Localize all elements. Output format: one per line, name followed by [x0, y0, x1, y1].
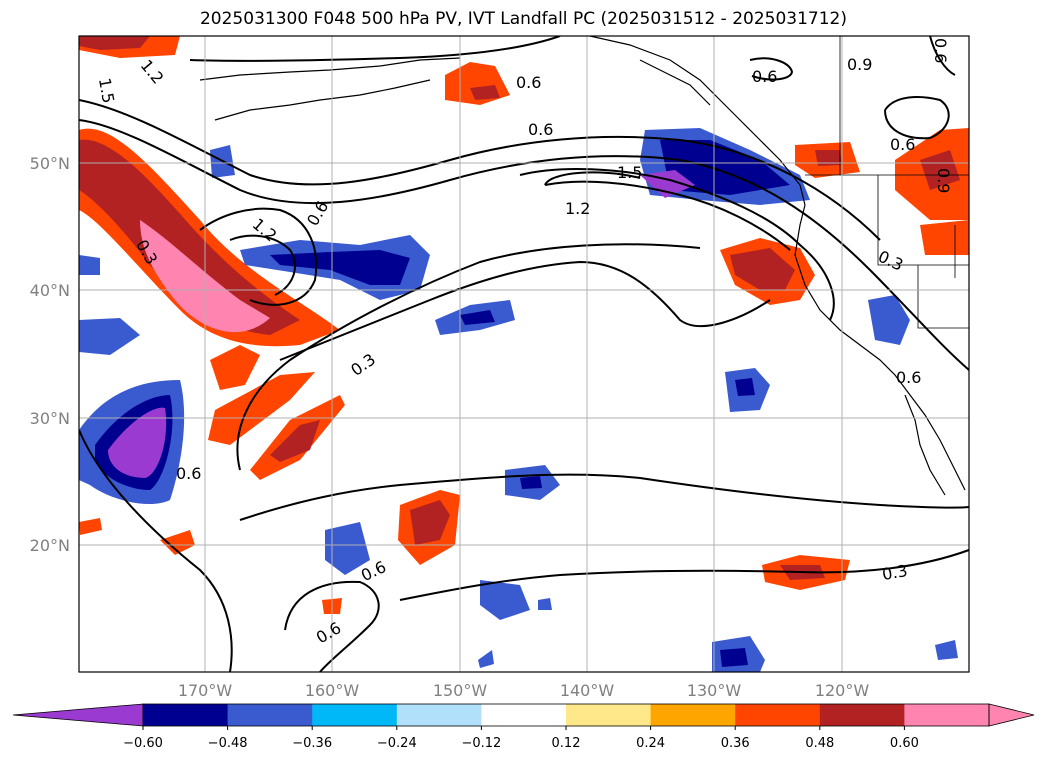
state-borders: [805, 36, 969, 329]
contour-label-j: 1.5: [617, 163, 642, 182]
colorbar-ticks: −0.60 −0.48 −0.36 −0.24 −0.12 0.12 0.24 0.36 0.4…: [123, 726, 919, 751]
contour-label-b: 1.2: [137, 56, 168, 88]
contour-label-k: 0.9: [934, 168, 953, 193]
lon-label-160w: 160°W: [305, 681, 360, 700]
colorbar-tick-label: −0.60: [123, 736, 163, 751]
lat-label-50n: 50°N: [30, 154, 70, 173]
longitude-labels: 170°W 160°W 150°W 140°W 130°W 120°W: [178, 681, 870, 700]
lat-label-40n: 40°N: [30, 281, 70, 300]
contour-label-h: 0.6: [890, 135, 915, 154]
colorbar-tick-label: 0.24: [636, 736, 665, 751]
contour-label-a: 1.5: [95, 76, 118, 104]
colorbar-extend-max: [988, 703, 1035, 727]
colorbar-segment: [904, 704, 990, 726]
colorbar-segment: [819, 704, 905, 726]
contour-label-t: 0.6: [313, 618, 345, 647]
colorbar-segment: [227, 704, 313, 726]
contour-label-i: 1.2: [565, 199, 590, 218]
map-title: 2025031300 F048 500 hPa PV, IVT Landfall…: [199, 9, 847, 29]
colorbar-tick-label: 0.12: [552, 736, 581, 751]
contour-label-q: 0.3: [875, 247, 906, 275]
colorbar-segment: [312, 704, 398, 726]
colorbar: −0.60 −0.48 −0.36 −0.24 −0.12 0.12 0.24 0.36 0.4…: [12, 703, 1035, 751]
coastlines: [199, 36, 966, 496]
colorbar-segment: [566, 704, 652, 726]
map-frame: [78, 35, 970, 673]
colorbar-tick-label: −0.48: [208, 736, 248, 751]
lon-label-170w: 170°W: [178, 681, 233, 700]
contour-label-g: 0.6: [931, 38, 950, 63]
contour-label-f: 0.9: [847, 55, 872, 74]
latitude-labels: 50°N 40°N 30°N 20°N: [30, 154, 70, 555]
colorbar-tick-label: −0.24: [377, 736, 417, 751]
lon-label-120w: 120°W: [815, 681, 870, 700]
contour-label-r: 0.6: [896, 368, 921, 387]
pv-anomaly-fill: [79, 36, 969, 672]
colorbar-tick-label: 0.48: [805, 736, 834, 751]
colorbar-segment: [143, 704, 229, 726]
colorbar-segment: [396, 704, 482, 726]
colorbar-tick-label: −0.36: [292, 736, 332, 751]
colorbar-segment: [735, 704, 821, 726]
contour-label-o: 0.3: [347, 350, 379, 380]
lat-label-30n: 30°N: [30, 409, 70, 428]
contour-labels: 1.5 1.2 0.6 0.6 0.6 0.9 0.6 0.6 1.2 1.5 …: [95, 38, 953, 647]
colorbar-segment: [481, 704, 567, 726]
contour-label-p: 0.6: [176, 464, 201, 483]
colorbar-extend-min: [12, 703, 144, 727]
lon-label-150w: 150°W: [433, 681, 488, 700]
lat-label-20n: 20°N: [30, 536, 70, 555]
colorbar-tick-label: 0.60: [890, 736, 919, 751]
lon-label-140w: 140°W: [560, 681, 615, 700]
colorbar-segment: [650, 704, 736, 726]
contour-label-u: 0.3: [881, 561, 909, 584]
contour-label-d: 0.6: [528, 120, 553, 139]
map-plot-area: 1.5 1.2 0.6 0.6 0.6 0.9 0.6 0.6 1.2 1.5 …: [79, 36, 969, 672]
colorbar-tick-label: 0.36: [721, 736, 750, 751]
colorbar-tick-label: −0.12: [461, 736, 501, 751]
contour-label-e: 0.6: [752, 67, 777, 86]
graticule: [79, 36, 969, 672]
lon-label-130w: 130°W: [687, 681, 742, 700]
contour-label-c: 0.6: [516, 73, 541, 92]
colorbar-segments: [143, 704, 990, 726]
